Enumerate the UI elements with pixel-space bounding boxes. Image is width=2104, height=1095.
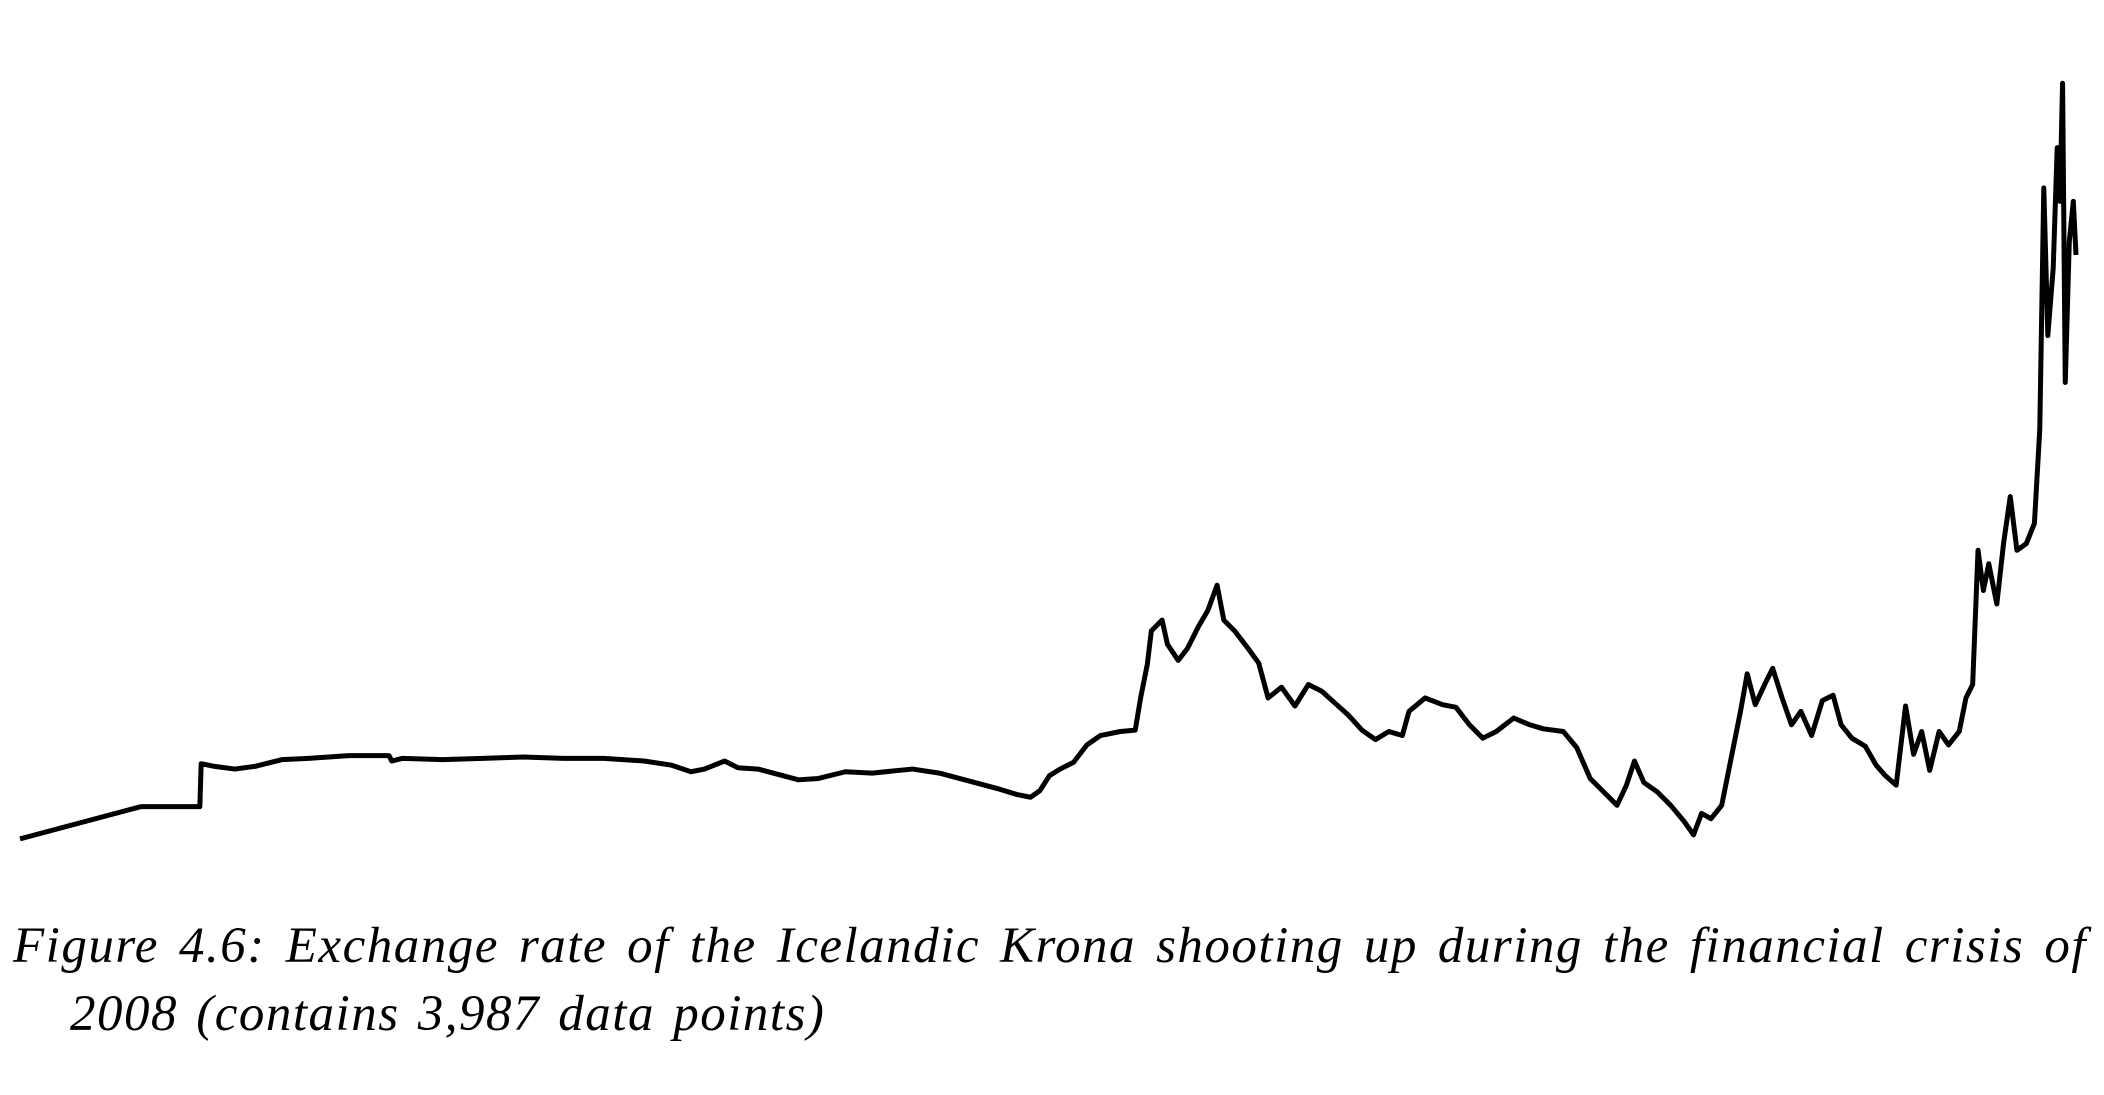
data-line	[19, 80, 2079, 842]
figure-caption: Figure 4.6: Exchange rate of the Iceland…	[13, 918, 2087, 1042]
chart	[19, 80, 2079, 842]
